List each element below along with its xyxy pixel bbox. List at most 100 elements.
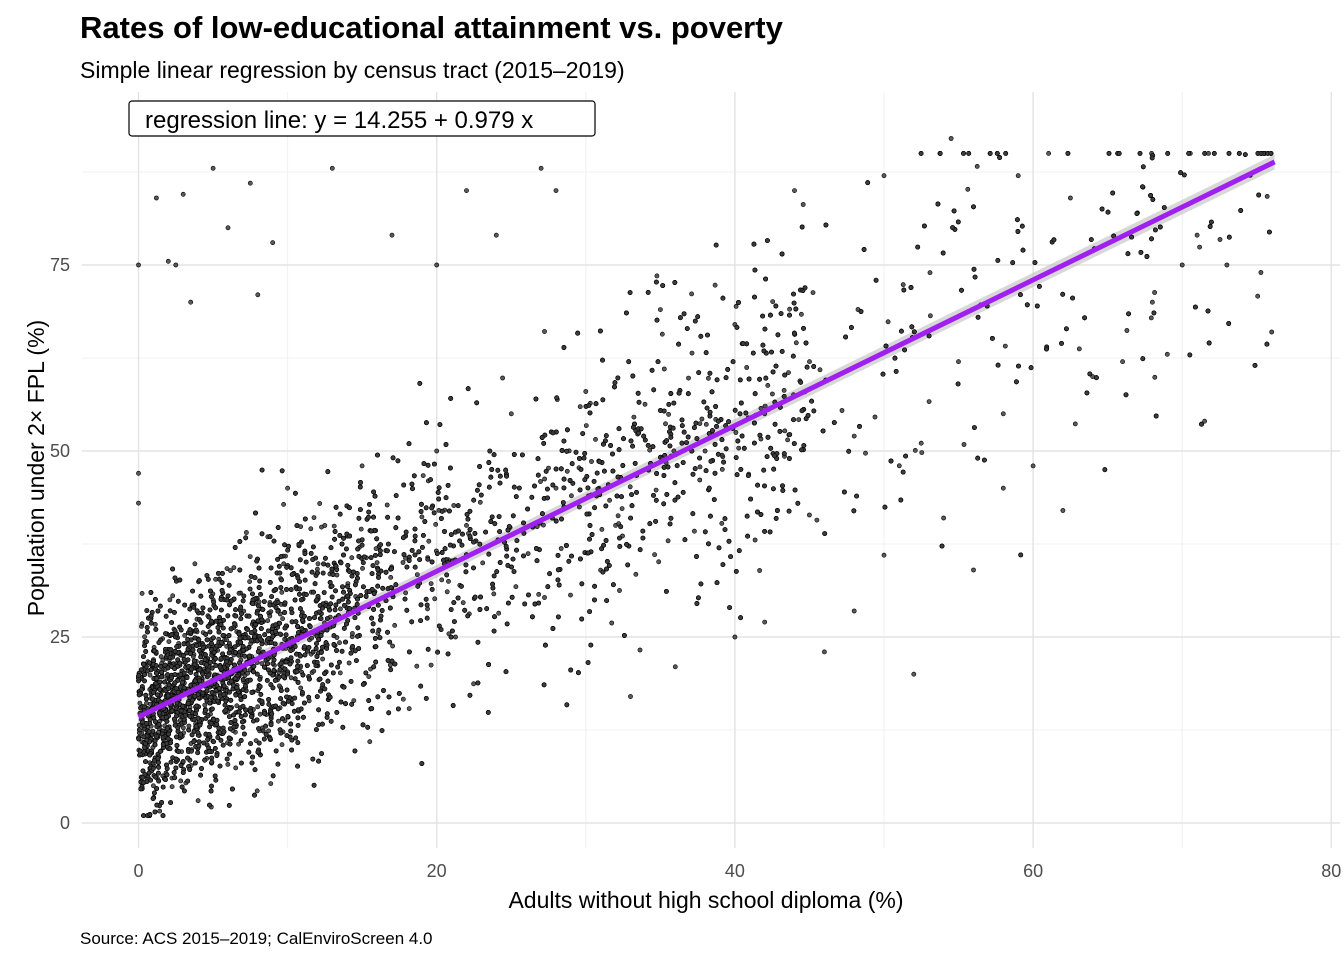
data-point: [692, 528, 697, 534]
data-point: [157, 808, 163, 814]
data-point: [329, 165, 335, 171]
data-point: [309, 635, 315, 641]
data-point: [1060, 508, 1066, 513]
data-point: [236, 741, 241, 747]
data-point: [697, 464, 703, 470]
data-point: [896, 463, 902, 469]
data-point: [308, 526, 314, 532]
data-point: [388, 575, 394, 580]
data-point: [609, 620, 615, 626]
data-point: [390, 643, 395, 649]
data-point: [770, 391, 775, 397]
data-point: [736, 445, 742, 451]
data-point: [919, 450, 925, 455]
data-point: [1000, 485, 1006, 491]
data-point: [152, 622, 158, 627]
data-point: [496, 610, 502, 616]
data-point: [583, 423, 589, 428]
data-point: [366, 674, 372, 679]
data-point: [697, 421, 703, 426]
data-point: [1124, 328, 1130, 333]
data-point: [785, 437, 790, 443]
data-point: [881, 552, 887, 558]
data-point: [542, 476, 547, 482]
data-point: [782, 428, 788, 434]
data-point: [1000, 411, 1006, 417]
data-point: [941, 515, 946, 521]
data-point: [792, 188, 797, 193]
data-point: [387, 662, 393, 668]
data-point: [337, 606, 343, 612]
data-point: [276, 683, 282, 689]
data-point: [568, 592, 573, 598]
data-point: [337, 670, 343, 676]
data-point: [275, 718, 281, 724]
data-point: [137, 700, 143, 706]
data-point: [136, 470, 141, 476]
data-point: [661, 366, 667, 372]
data-point: [374, 560, 380, 565]
data-point: [719, 466, 725, 472]
data-point: [1120, 359, 1125, 365]
data-point: [367, 739, 373, 745]
data-point: [166, 639, 172, 644]
data-point: [918, 440, 924, 446]
data-point: [814, 517, 820, 523]
data-point: [334, 572, 340, 578]
data-point: [762, 619, 768, 625]
data-point: [225, 225, 231, 231]
data-point: [863, 450, 868, 456]
data-point: [956, 359, 961, 365]
data-point: [368, 666, 373, 672]
data-point: [282, 636, 287, 642]
data-point: [139, 624, 144, 629]
data-point: [686, 375, 691, 381]
data-point: [872, 414, 878, 420]
data-point: [593, 436, 598, 442]
data-point: [224, 637, 229, 643]
data-point: [881, 173, 887, 179]
data-point: [317, 501, 323, 506]
data-point: [697, 477, 703, 483]
chart-subtitle: Simple linear regression by census tract…: [80, 57, 625, 83]
data-point: [652, 552, 657, 558]
data-point: [477, 499, 483, 505]
data-point: [259, 661, 265, 666]
data-point: [599, 527, 605, 532]
data-point: [233, 765, 239, 771]
data-point: [577, 404, 583, 410]
data-point: [1148, 315, 1154, 321]
data-point: [428, 662, 434, 668]
data-point: [270, 240, 276, 246]
data-point: [180, 725, 186, 731]
data-point: [647, 447, 653, 453]
data-point: [656, 559, 662, 565]
data-point: [558, 546, 564, 551]
data-point: [322, 523, 328, 528]
data-point: [491, 591, 497, 597]
data-point: [268, 609, 274, 614]
data-point: [538, 479, 543, 484]
data-point: [961, 442, 967, 447]
data-point: [1152, 290, 1157, 295]
data-point: [268, 781, 274, 786]
data-point: [451, 503, 457, 508]
data-point: [444, 589, 450, 595]
data-point: [281, 561, 287, 567]
data-point: [637, 647, 643, 653]
data-point: [1076, 346, 1082, 352]
data-point: [928, 313, 933, 319]
data-point: [631, 414, 637, 420]
data-point: [311, 515, 317, 520]
data-point: [546, 465, 551, 471]
data-point: [1217, 237, 1223, 242]
data-point: [247, 554, 253, 559]
data-point: [210, 165, 216, 171]
data-point: [796, 417, 802, 422]
data-point: [732, 634, 738, 640]
data-point: [167, 597, 173, 603]
data-point: [1224, 262, 1230, 268]
data-point: [541, 522, 546, 528]
data-point: [464, 523, 469, 528]
data-point: [926, 399, 932, 404]
